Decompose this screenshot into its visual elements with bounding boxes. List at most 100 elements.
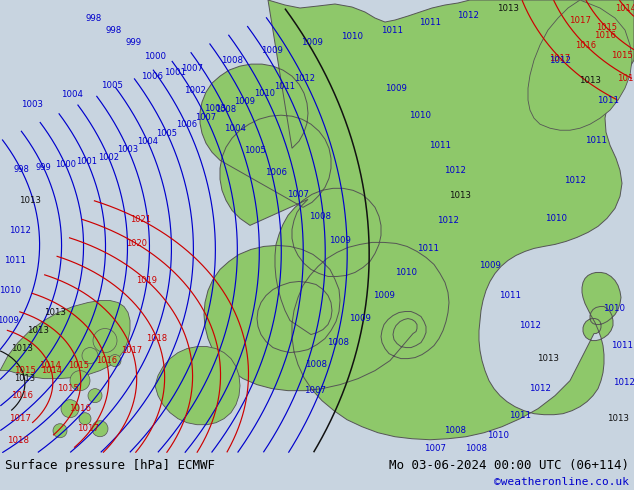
Text: 1007: 1007 — [195, 113, 216, 122]
Text: 998: 998 — [13, 165, 29, 174]
Text: 1008: 1008 — [327, 338, 349, 347]
Text: 1008: 1008 — [309, 212, 331, 221]
Text: ©weatheronline.co.uk: ©weatheronline.co.uk — [494, 477, 629, 487]
Circle shape — [92, 421, 108, 437]
Text: 1013: 1013 — [27, 326, 49, 335]
Text: 1009: 1009 — [235, 97, 256, 106]
Text: 1013: 1013 — [44, 308, 66, 317]
Text: 1001: 1001 — [164, 68, 186, 76]
Text: 1006: 1006 — [265, 168, 287, 177]
Text: 1002: 1002 — [98, 153, 119, 162]
Polygon shape — [528, 0, 632, 130]
Text: 1015: 1015 — [68, 361, 89, 370]
Text: 1011: 1011 — [429, 141, 451, 150]
Text: 1008: 1008 — [305, 360, 327, 369]
Circle shape — [109, 355, 121, 367]
Text: 1007: 1007 — [304, 386, 326, 395]
Text: 1010: 1010 — [254, 89, 275, 98]
Text: 1017: 1017 — [550, 53, 571, 63]
Text: 1012: 1012 — [294, 74, 314, 83]
Text: 1011: 1011 — [419, 18, 441, 26]
Text: 1003: 1003 — [117, 145, 138, 153]
Circle shape — [53, 424, 67, 438]
Text: 1004: 1004 — [137, 137, 158, 146]
Polygon shape — [155, 346, 240, 425]
Text: 1021: 1021 — [130, 215, 151, 224]
Text: 1018: 1018 — [7, 436, 29, 445]
Text: 1008: 1008 — [221, 55, 243, 65]
Text: 1011: 1011 — [4, 256, 26, 265]
Text: 1017: 1017 — [77, 424, 99, 433]
Text: 1020: 1020 — [126, 239, 147, 248]
Circle shape — [82, 347, 98, 364]
Text: 1003: 1003 — [21, 99, 43, 109]
Text: 1008: 1008 — [444, 426, 466, 435]
Text: 1008: 1008 — [465, 444, 487, 453]
Text: 1005: 1005 — [101, 81, 123, 90]
Text: 1013: 1013 — [579, 75, 601, 85]
Circle shape — [79, 413, 91, 425]
Text: 1007: 1007 — [424, 444, 446, 453]
Text: 1016: 1016 — [69, 404, 91, 413]
Text: 1013: 1013 — [449, 191, 471, 200]
Text: 1009: 1009 — [385, 84, 407, 93]
Text: 1006: 1006 — [176, 121, 197, 129]
Text: 1008: 1008 — [215, 105, 236, 114]
Text: 1000: 1000 — [144, 51, 166, 61]
Text: 1018: 1018 — [146, 334, 167, 343]
Text: 1014: 1014 — [41, 366, 61, 375]
Text: 1009: 1009 — [329, 236, 351, 245]
Circle shape — [70, 370, 90, 391]
Text: 1010: 1010 — [603, 304, 625, 313]
Text: 1011: 1011 — [509, 411, 531, 420]
Text: 1015: 1015 — [611, 50, 633, 60]
Text: 1002: 1002 — [184, 86, 206, 95]
Text: 1016: 1016 — [96, 356, 117, 365]
Text: 1007: 1007 — [181, 64, 203, 73]
Text: 1005: 1005 — [244, 146, 266, 155]
Text: 1017: 1017 — [9, 414, 31, 423]
Text: 1012: 1012 — [613, 378, 634, 387]
Text: 1012: 1012 — [437, 216, 459, 225]
Text: 1009: 1009 — [301, 38, 323, 47]
Text: 1012: 1012 — [529, 384, 551, 393]
Text: 1016: 1016 — [576, 41, 597, 50]
Text: 1006: 1006 — [141, 72, 163, 81]
Text: 1012: 1012 — [519, 321, 541, 330]
Text: 1019: 1019 — [136, 276, 157, 285]
Polygon shape — [0, 300, 130, 379]
Text: 1010: 1010 — [395, 268, 417, 277]
Text: 1012: 1012 — [564, 176, 586, 185]
Text: 1007: 1007 — [287, 190, 309, 199]
Text: 1014: 1014 — [616, 4, 634, 13]
Text: 1010: 1010 — [409, 111, 431, 120]
Text: 1013: 1013 — [19, 196, 41, 205]
Text: 1014: 1014 — [39, 361, 61, 370]
Text: 1011: 1011 — [274, 81, 295, 91]
Text: 999: 999 — [126, 38, 142, 47]
Text: 999: 999 — [36, 163, 51, 172]
Text: 1009: 1009 — [373, 291, 395, 300]
Text: 1013: 1013 — [11, 344, 33, 353]
Text: 1015: 1015 — [14, 366, 36, 375]
Text: 1013: 1013 — [607, 414, 629, 423]
Text: 1005: 1005 — [157, 129, 178, 138]
Text: 1001: 1001 — [77, 157, 98, 166]
Text: 1009: 1009 — [349, 314, 371, 323]
Text: Mo 03-06-2024 00:00 UTC (06+114): Mo 03-06-2024 00:00 UTC (06+114) — [389, 459, 629, 472]
Text: 1010: 1010 — [487, 431, 509, 440]
Text: 1017: 1017 — [121, 345, 143, 355]
Text: 1010: 1010 — [545, 214, 567, 223]
Text: 1012: 1012 — [457, 10, 479, 20]
Text: Surface pressure [hPa] ECMWF: Surface pressure [hPa] ECMWF — [5, 459, 215, 472]
Text: 1010: 1010 — [0, 286, 21, 295]
Text: 1012: 1012 — [444, 166, 466, 175]
Text: 1013: 1013 — [14, 374, 35, 383]
Text: 1015: 1015 — [57, 384, 79, 393]
Text: 1011: 1011 — [417, 244, 439, 253]
Text: 1011: 1011 — [585, 136, 607, 145]
Circle shape — [88, 389, 102, 403]
Text: 998: 998 — [106, 25, 122, 35]
Text: 1011: 1011 — [611, 341, 633, 350]
Text: 1011: 1011 — [499, 291, 521, 300]
